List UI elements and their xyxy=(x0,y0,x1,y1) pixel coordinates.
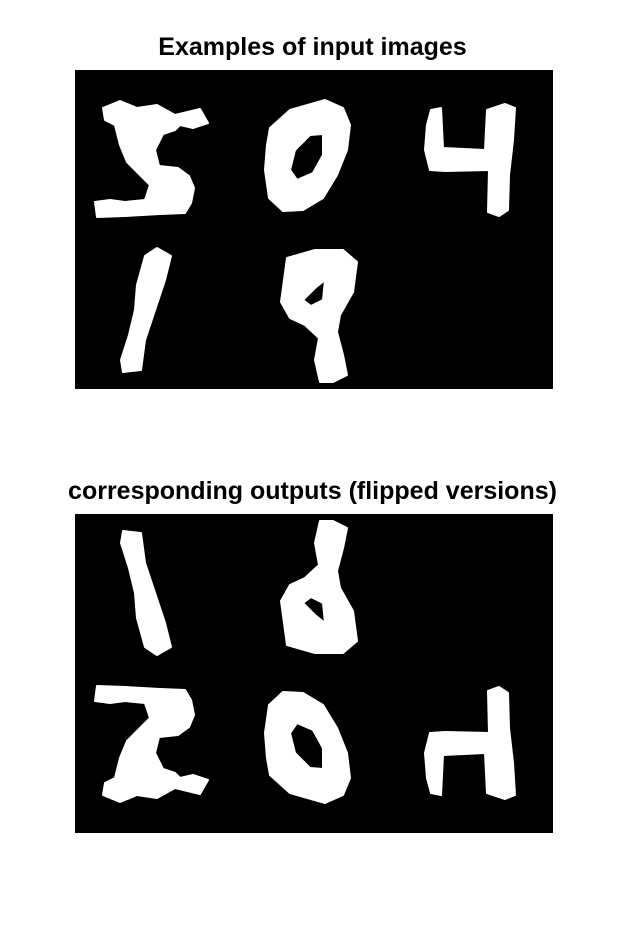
input-images-panel xyxy=(75,70,553,389)
input-digit-1 xyxy=(120,247,172,373)
top-panel-title: Examples of input images xyxy=(158,33,467,61)
output-digit-9-flipped xyxy=(280,520,358,654)
input-digit-5 xyxy=(94,100,209,218)
input-digit-0 xyxy=(264,99,351,212)
input-digit-9 xyxy=(280,249,358,383)
bottom-panel-title: corresponding outputs (flipped versions) xyxy=(68,477,557,505)
output-digit-5-flipped xyxy=(94,685,209,803)
output-digit-0-flipped xyxy=(264,691,351,804)
output-digit-1-flipped xyxy=(120,530,172,656)
input-digit-4 xyxy=(424,103,516,217)
output-digit-4-flipped xyxy=(424,686,516,800)
flipped-outputs-panel xyxy=(75,514,553,833)
